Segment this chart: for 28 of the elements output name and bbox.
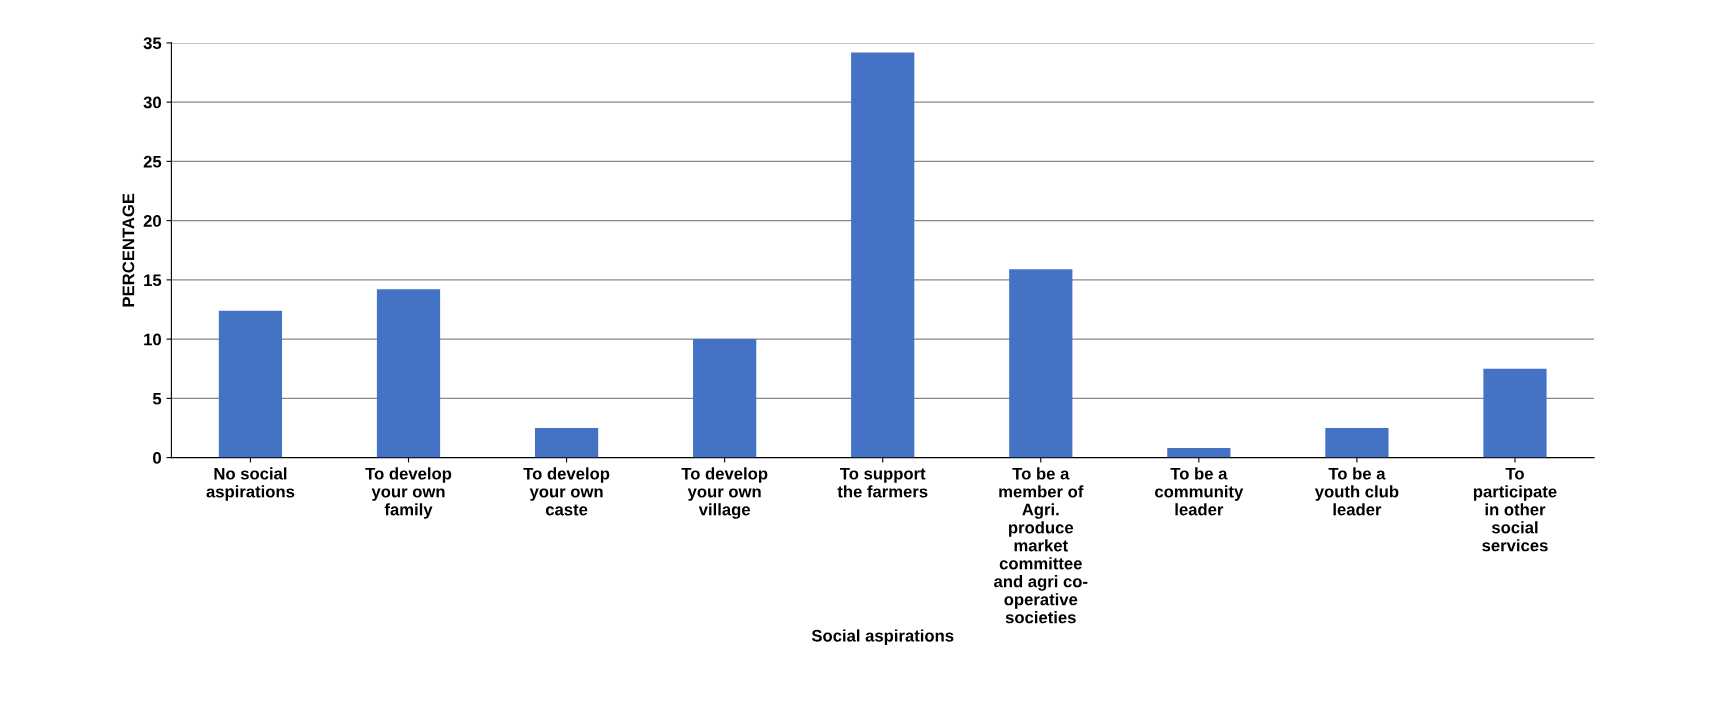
category-label: To be a member of Agri. produce market committee and agri co- operative societies: [994, 467, 1088, 624]
y-tick-label: 25: [143, 155, 162, 168]
x-tick-label: To be a community leader: [1155, 467, 1244, 516]
y-tick-label: 0: [153, 452, 161, 464]
y-tick-label: 35: [143, 37, 162, 50]
y-tick-label: 20: [143, 215, 161, 227]
bar: [1167, 448, 1231, 458]
x-tick-label: No social aspirations: [206, 467, 295, 501]
bar: [1009, 269, 1073, 458]
x-tick-label: To develop your own village: [681, 467, 768, 519]
x-tick-label: To develop your own caste: [523, 467, 610, 516]
bar: [376, 289, 441, 458]
bar: [851, 52, 915, 458]
x-tick-label: To participate in other social services: [1473, 467, 1557, 552]
y-tick-label: 30: [143, 96, 161, 109]
bar: [534, 427, 599, 458]
y-tick-label: 5: [152, 392, 162, 405]
bar: [218, 310, 283, 458]
bar: [693, 339, 757, 458]
x-axis-title: Social aspirations: [811, 629, 954, 645]
y-tick-label: 10: [144, 333, 161, 346]
y-tick-label: 15: [144, 274, 162, 287]
bar: [1483, 368, 1547, 458]
x-tick-label: To be a youth club leader: [1314, 467, 1399, 516]
y-axis-title: PERCENTAGE: [122, 193, 135, 307]
bar: [1325, 427, 1389, 458]
x-tick-label: To develop your own family: [365, 467, 452, 519]
x-tick-label: To support the farmers: [837, 467, 928, 498]
